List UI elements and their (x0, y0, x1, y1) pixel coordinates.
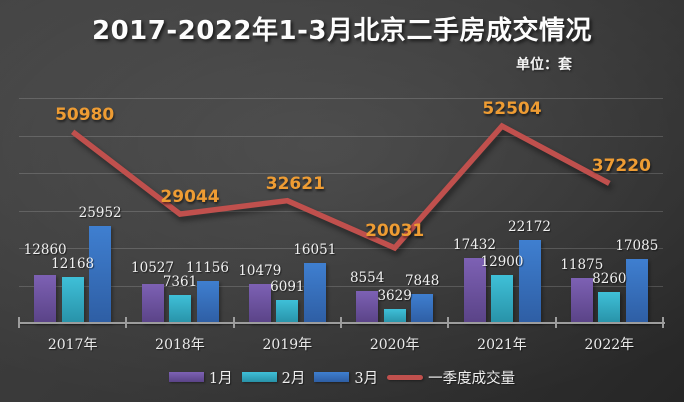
bar (570, 278, 593, 323)
bar (463, 257, 486, 323)
line-data-label: 50980 (55, 104, 115, 125)
bar (625, 258, 648, 323)
line-data-label: 52504 (482, 99, 542, 120)
bar (89, 225, 112, 323)
bar (491, 274, 513, 323)
bar-data-label: 8260 (592, 271, 627, 288)
bar (141, 283, 164, 323)
line-data-label: 20031 (365, 220, 425, 241)
bar-data-label: 11156 (186, 260, 229, 277)
line-data-label: 29044 (160, 187, 220, 208)
bar (303, 262, 326, 323)
bar (61, 277, 84, 323)
bar-data-label: 12860 (23, 242, 67, 259)
bar-data-label: 8554 (349, 269, 385, 286)
bar-data-label: 11875 (560, 257, 604, 274)
x-axis-tick (125, 317, 128, 328)
bar (411, 293, 434, 323)
x-axis-label: 2020年 (369, 337, 420, 353)
bar (169, 295, 191, 323)
x-axis-label: 2019年 (262, 337, 313, 353)
legend-item-line: 一季度成交量 (387, 367, 515, 388)
bar-data-label: 25952 (78, 204, 122, 221)
chart-title: 2017-2022年1-3月北京二手房成交情况 (92, 16, 592, 46)
bar-data-label: 6091 (270, 279, 305, 296)
bar (34, 274, 57, 323)
bar-data-label: 3629 (377, 288, 412, 305)
unit-label: 单位：套 (516, 57, 572, 73)
legend: 1月 2月 3月 一季度成交量 (0, 366, 684, 388)
bar-data-label: 7361 (162, 274, 198, 291)
x-axis-tick (18, 317, 20, 328)
x-axis-tick (447, 317, 450, 328)
legend-line-swatch-icon (387, 374, 424, 380)
line-data-label: 32621 (265, 173, 325, 194)
x-axis-tick (554, 317, 557, 328)
bar (598, 292, 621, 323)
legend-item-bar-1: 1月 (168, 367, 233, 388)
bar-data-label: 22172 (508, 218, 551, 235)
gridline (19, 135, 663, 137)
bar-data-label: 17432 (453, 236, 496, 253)
bar (276, 300, 299, 323)
bar-data-label: 12168 (51, 256, 95, 273)
legend-swatch-icon (314, 372, 350, 382)
bar (383, 309, 406, 323)
gridline (19, 285, 663, 287)
x-axis-line (19, 322, 665, 324)
bar (196, 281, 219, 323)
bar (518, 239, 541, 323)
legend-label: 1月 (208, 370, 233, 387)
x-axis-tick (232, 317, 235, 328)
bar-data-label: 16051 (293, 241, 337, 258)
bar-data-label: 17085 (615, 237, 659, 254)
bar (356, 290, 379, 323)
legend-label: 2月 (281, 370, 306, 387)
bar-data-label: 7848 (404, 272, 440, 289)
bar-data-label: 10479 (238, 262, 282, 279)
bar-data-label: 10527 (131, 260, 174, 277)
line-data-label: 37220 (591, 156, 651, 177)
legend-label: 一季度成交量 (428, 370, 516, 387)
x-axis-tick (340, 317, 342, 328)
x-axis-label: 2017年 (47, 337, 98, 353)
legend-item-bar-2: 2月 (241, 367, 306, 388)
x-axis-tick (662, 317, 664, 328)
legend-item-bar-3: 3月 (314, 367, 378, 388)
x-axis-label: 2021年 (477, 337, 527, 353)
x-axis-label: 2022年 (584, 337, 635, 353)
bar-data-label: 12900 (480, 253, 524, 270)
legend-swatch-icon (241, 372, 277, 382)
bar (248, 283, 271, 323)
legend-swatch-icon (168, 372, 204, 382)
x-axis-label: 2018年 (155, 337, 205, 353)
legend-label: 3月 (354, 370, 379, 387)
gridline (19, 98, 663, 99)
